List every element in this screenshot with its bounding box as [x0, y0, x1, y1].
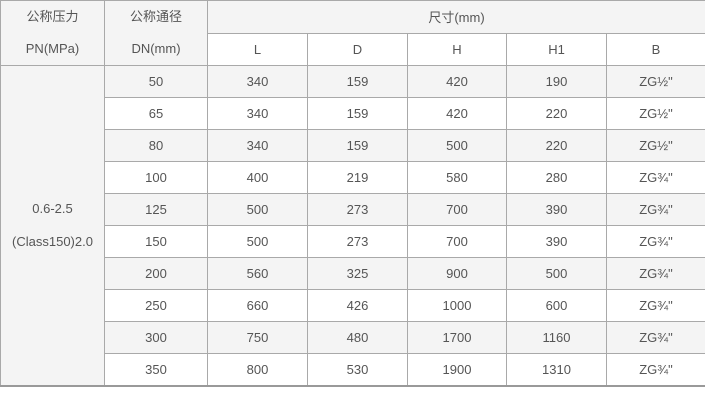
- table-row: 100 400 219 580 280 ZG¾": [1, 161, 705, 194]
- table-body: 0.6-2.5 (Class150)2.0 50 340 159 420 190 ZG½" 65…: [0, 65, 705, 386]
- cell-dn: 65: [104, 97, 208, 130]
- header-nominal-diameter: 公称通径 DN(mm): [104, 0, 208, 66]
- cell-h: 900: [407, 257, 507, 290]
- table-row: 125 500 273 700 390 ZG¾": [1, 193, 705, 226]
- cell-h: 420: [407, 97, 507, 130]
- pressure-value-line1: 0.6-2.5: [32, 201, 73, 217]
- cell-h: 1700: [407, 321, 507, 354]
- table-row: 300 750 480 1700 1160 ZG¾": [1, 321, 705, 354]
- pressure-value-cell: 0.6-2.5 (Class150)2.0: [0, 65, 105, 386]
- cell-h1: 1160: [506, 321, 607, 354]
- header-size-group: 尺寸(mm): [207, 0, 705, 34]
- header-col-L: L: [207, 32, 308, 66]
- header-col-H1: H1: [506, 32, 607, 66]
- cell-h: 700: [407, 225, 507, 258]
- cell-b: ZG½": [606, 65, 705, 98]
- table-row: 150 500 273 700 390 ZG¾": [1, 225, 705, 258]
- cell-d: 273: [307, 225, 408, 258]
- table-row: 65 340 159 420 220 ZG½": [1, 97, 705, 130]
- cell-b: ZG½": [606, 97, 705, 130]
- cell-dn: 150: [104, 225, 208, 258]
- table-row: 250 660 426 1000 600 ZG¾": [1, 289, 705, 322]
- cell-l: 500: [207, 225, 308, 258]
- cell-l: 560: [207, 257, 308, 290]
- table-header: 公称压力 PN(MPa) 公称通径 DN(mm) 尺寸(mm) L D H H1…: [0, 0, 705, 66]
- cell-b: ZG¾": [606, 193, 705, 226]
- header-nominal-pressure-unit: PN(MPa): [25, 41, 80, 56]
- cell-h1: 500: [506, 257, 607, 290]
- cell-l: 400: [207, 161, 308, 194]
- cell-d: 159: [307, 129, 408, 162]
- cell-d: 426: [307, 289, 408, 322]
- header-nominal-pressure: 公称压力 PN(MPa): [0, 0, 105, 66]
- cell-b: ZG¾": [606, 225, 705, 258]
- cell-dn: 80: [104, 129, 208, 162]
- table-row: 80 340 159 500 220 ZG½": [1, 129, 705, 162]
- cell-h: 700: [407, 193, 507, 226]
- header-nominal-diameter-unit: DN(mm): [131, 41, 181, 56]
- cell-d: 159: [307, 97, 408, 130]
- cell-b: ZG¾": [606, 257, 705, 290]
- cell-h: 580: [407, 161, 507, 194]
- cell-dn: 125: [104, 193, 208, 226]
- pressure-value-line2: (Class150)2.0: [12, 234, 93, 250]
- valve-dimension-table: 公称压力 PN(MPa) 公称通径 DN(mm) 尺寸(mm) L D H H1…: [0, 0, 705, 387]
- cell-h: 1000: [407, 289, 507, 322]
- cell-dn: 250: [104, 289, 208, 322]
- cell-d: 159: [307, 65, 408, 98]
- cell-l: 500: [207, 193, 308, 226]
- cell-h1: 220: [506, 97, 607, 130]
- cell-dn: 50: [104, 65, 208, 98]
- cell-l: 800: [207, 353, 308, 386]
- cell-h1: 190: [506, 65, 607, 98]
- cell-l: 660: [207, 289, 308, 322]
- cell-b: ZG¾": [606, 353, 705, 386]
- cell-l: 340: [207, 65, 308, 98]
- cell-h: 500: [407, 129, 507, 162]
- cell-d: 273: [307, 193, 408, 226]
- header-nominal-pressure-zh: 公称压力: [26, 9, 79, 24]
- cell-b: ZG¾": [606, 321, 705, 354]
- cell-b: ZG¾": [606, 161, 705, 194]
- cell-d: 219: [307, 161, 408, 194]
- cell-h1: 390: [506, 225, 607, 258]
- header-nominal-diameter-zh: 公称通径: [129, 9, 182, 24]
- header-col-B: B: [606, 32, 705, 66]
- header-row-group: 公称压力 PN(MPa) 公称通径 DN(mm) 尺寸(mm): [0, 0, 705, 66]
- cell-dn: 300: [104, 321, 208, 354]
- header-col-D: D: [307, 32, 408, 66]
- cell-l: 340: [207, 129, 308, 162]
- cell-d: 530: [307, 353, 408, 386]
- table-row: 0.6-2.5 (Class150)2.0 50 340 159 420 190 ZG½": [0, 65, 705, 386]
- cell-d: 325: [307, 257, 408, 290]
- cell-dn: 350: [104, 353, 208, 386]
- cell-b: ZG¾": [606, 289, 705, 322]
- table-row: 350 800 530 1900 1310 ZG¾": [1, 353, 705, 386]
- cell-dn: 200: [104, 257, 208, 290]
- cell-h1: 1310: [506, 353, 607, 386]
- cell-h1: 390: [506, 193, 607, 226]
- cell-h: 1900: [407, 353, 507, 386]
- header-row-dimensions: L D H H1 B: [1, 32, 705, 66]
- cell-d: 480: [307, 321, 408, 354]
- cell-h1: 280: [506, 161, 607, 194]
- table-row: 200 560 325 900 500 ZG¾": [1, 257, 705, 290]
- cell-h: 420: [407, 65, 507, 98]
- cell-dn: 100: [104, 161, 208, 194]
- cell-h1: 600: [506, 289, 607, 322]
- cell-h1: 220: [506, 129, 607, 162]
- cell-l: 750: [207, 321, 308, 354]
- cell-l: 340: [207, 97, 308, 130]
- header-col-H: H: [407, 32, 507, 66]
- cell-b: ZG½": [606, 129, 705, 162]
